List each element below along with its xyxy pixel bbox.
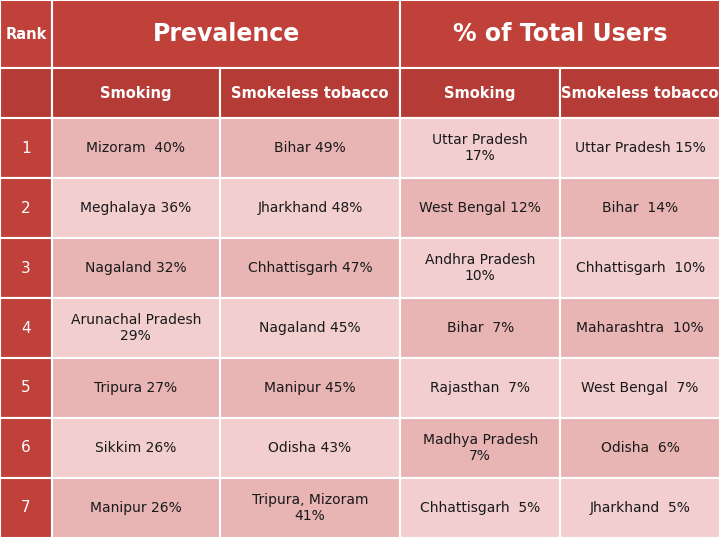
Text: Mizoram  40%: Mizoram 40% xyxy=(86,141,185,155)
Bar xyxy=(560,68,720,118)
Bar xyxy=(0,118,52,178)
Text: Manipur 26%: Manipur 26% xyxy=(90,501,181,515)
Text: 7: 7 xyxy=(21,501,31,515)
Bar xyxy=(220,118,400,178)
Text: 1: 1 xyxy=(21,141,31,156)
Text: Arunachal Pradesh
29%: Arunachal Pradesh 29% xyxy=(71,313,201,343)
Text: Smokeless tobacco: Smokeless tobacco xyxy=(231,86,389,100)
Bar xyxy=(0,358,52,418)
Bar xyxy=(220,478,400,538)
Text: Nagaland 45%: Nagaland 45% xyxy=(259,321,361,335)
Bar xyxy=(52,238,220,298)
Text: Odisha  6%: Odisha 6% xyxy=(600,441,680,455)
Bar xyxy=(52,418,220,478)
Bar xyxy=(0,238,52,298)
Text: Chhattisgarh 47%: Chhattisgarh 47% xyxy=(248,261,372,275)
Text: West Bengal 12%: West Bengal 12% xyxy=(419,201,541,215)
Bar xyxy=(560,478,720,538)
Text: Madhya Pradesh
7%: Madhya Pradesh 7% xyxy=(423,433,538,463)
Text: Sikkim 26%: Sikkim 26% xyxy=(95,441,176,455)
Bar xyxy=(560,178,720,238)
Text: Jharkhand  5%: Jharkhand 5% xyxy=(590,501,690,515)
Bar xyxy=(220,178,400,238)
Bar xyxy=(0,68,52,118)
Bar xyxy=(560,298,720,358)
Bar xyxy=(220,358,400,418)
Text: Smokeless tobacco: Smokeless tobacco xyxy=(562,86,719,100)
Bar xyxy=(52,358,220,418)
Bar xyxy=(52,478,220,538)
Text: Nagaland 32%: Nagaland 32% xyxy=(85,261,186,275)
Bar xyxy=(220,418,400,478)
Bar xyxy=(220,238,400,298)
Text: 2: 2 xyxy=(21,201,31,215)
Bar xyxy=(400,68,560,118)
Bar xyxy=(52,0,400,68)
Text: Smoking: Smoking xyxy=(444,86,516,100)
Bar xyxy=(52,68,220,118)
Text: Tripura 27%: Tripura 27% xyxy=(94,381,177,395)
Bar xyxy=(400,178,560,238)
Bar xyxy=(400,118,560,178)
Text: Odisha 43%: Odisha 43% xyxy=(269,441,351,455)
Text: Rank: Rank xyxy=(5,26,47,42)
Text: Meghalaya 36%: Meghalaya 36% xyxy=(80,201,192,215)
Text: 5: 5 xyxy=(21,381,31,395)
Text: Bihar 49%: Bihar 49% xyxy=(274,141,346,155)
Text: Bihar  14%: Bihar 14% xyxy=(602,201,678,215)
Bar xyxy=(52,118,220,178)
Text: Manipur 45%: Manipur 45% xyxy=(264,381,356,395)
Text: Jharkhand 48%: Jharkhand 48% xyxy=(257,201,363,215)
Bar xyxy=(400,238,560,298)
Text: Andhra Pradesh
10%: Andhra Pradesh 10% xyxy=(425,253,536,283)
Bar xyxy=(0,178,52,238)
Bar xyxy=(560,238,720,298)
Bar xyxy=(400,358,560,418)
Bar xyxy=(400,418,560,478)
Text: Maharashtra  10%: Maharashtra 10% xyxy=(576,321,704,335)
Bar xyxy=(52,178,220,238)
Text: Prevalence: Prevalence xyxy=(153,22,300,46)
Bar xyxy=(0,0,52,68)
Text: Chhattisgarh  5%: Chhattisgarh 5% xyxy=(420,501,541,515)
Text: Chhattisgarh  10%: Chhattisgarh 10% xyxy=(575,261,705,275)
Text: 3: 3 xyxy=(21,261,31,275)
Bar xyxy=(52,298,220,358)
Bar xyxy=(560,358,720,418)
Text: Rajasthan  7%: Rajasthan 7% xyxy=(431,381,530,395)
Text: 6: 6 xyxy=(21,441,31,455)
Bar xyxy=(560,418,720,478)
Bar xyxy=(220,68,400,118)
Text: Uttar Pradesh
17%: Uttar Pradesh 17% xyxy=(433,133,528,163)
Text: West Bengal  7%: West Bengal 7% xyxy=(581,381,699,395)
Text: Tripura, Mizoram
41%: Tripura, Mizoram 41% xyxy=(252,493,368,523)
Bar xyxy=(220,298,400,358)
Bar xyxy=(0,418,52,478)
Text: % of Total Users: % of Total Users xyxy=(453,22,667,46)
Bar xyxy=(400,0,720,68)
Bar xyxy=(560,118,720,178)
Text: 4: 4 xyxy=(21,321,31,335)
Text: Uttar Pradesh 15%: Uttar Pradesh 15% xyxy=(575,141,706,155)
Bar xyxy=(400,478,560,538)
Bar xyxy=(0,298,52,358)
Text: Smoking: Smoking xyxy=(100,86,171,100)
Bar xyxy=(400,298,560,358)
Bar xyxy=(0,478,52,538)
Text: Bihar  7%: Bihar 7% xyxy=(446,321,514,335)
